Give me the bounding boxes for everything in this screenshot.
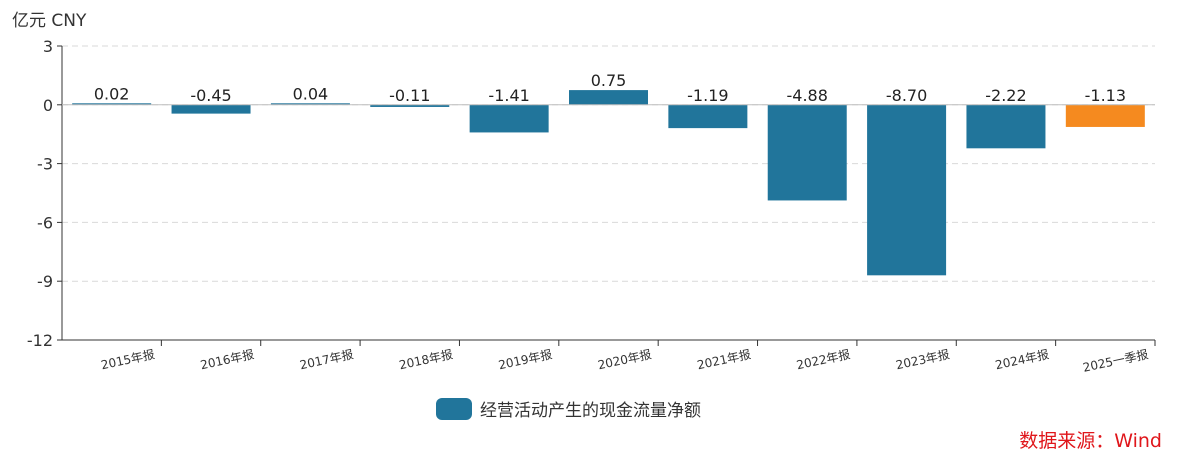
data-label: -4.88 [787,86,828,105]
y-tick-label: -9 [37,272,53,291]
legend-swatch [436,397,472,420]
data-label: -8.70 [886,86,927,105]
legend[interactable]: 经营活动产生的现金流量净额 [436,396,701,421]
y-tick-label: -12 [27,331,53,350]
bar-2019年报[interactable] [469,104,549,133]
data-source-note: 数据来源：Wind [1019,430,1162,452]
x-tick-label: 2023年报 [894,346,950,372]
data-label: -0.11 [389,86,430,105]
legend-label: 经营活动产生的现金流量净额 [480,401,701,421]
bar-2016年报[interactable] [171,104,251,114]
y-tick-label: -6 [37,213,53,232]
data-label: -0.45 [190,86,231,105]
x-tick-label: 2018年报 [398,346,454,372]
x-tick-label: 2024年报 [994,346,1050,372]
x-tick-label: 2019年报 [497,346,553,372]
x-tick-label: 2025一季报 [1081,346,1149,375]
bar-2021年报[interactable] [668,104,748,129]
bars [72,90,1145,276]
data-label: -1.19 [687,86,728,105]
y-tick-label: -3 [37,155,53,174]
data-label: -1.41 [488,86,529,105]
bar-2023年报[interactable] [867,104,947,276]
data-label: -2.22 [985,86,1026,105]
data-labels: 0.02 -0.45 0.04 -0.11 -1.41 0.75 -1.19 -4.88 -8.… [94,71,1126,105]
bar-2025一季报[interactable] [1065,104,1145,127]
x-tick-label: 2021年报 [696,346,752,372]
bar-chart: 3 0 -3 -6 -9 -12 2015年报 2016年报 2017年报 2018年报 2019年… [27,37,1156,375]
data-label: 0.04 [293,84,329,103]
x-tick-label: 2017年报 [298,346,354,372]
bar-2015年报[interactable] [72,103,152,105]
x-tick-label: 2016年报 [199,346,255,372]
bar-2017年报[interactable] [270,103,350,105]
y-tick-label: 3 [43,37,53,56]
y-tick-label: 0 [43,96,53,115]
y-axis-unit-label: 亿元 CNY [12,11,87,31]
data-label: 0.75 [591,71,627,90]
bar-2022年报[interactable] [767,104,847,201]
data-label: -1.13 [1085,86,1126,105]
bar-2018年报[interactable] [370,104,450,107]
x-tick-label: 2020年报 [596,346,652,372]
x-tick-label: 2015年报 [100,346,156,372]
data-label: 0.02 [94,84,130,103]
bar-2020年报[interactable] [569,90,648,105]
bar-2024年报[interactable] [966,104,1046,149]
x-tick-label: 2022年报 [795,346,851,372]
